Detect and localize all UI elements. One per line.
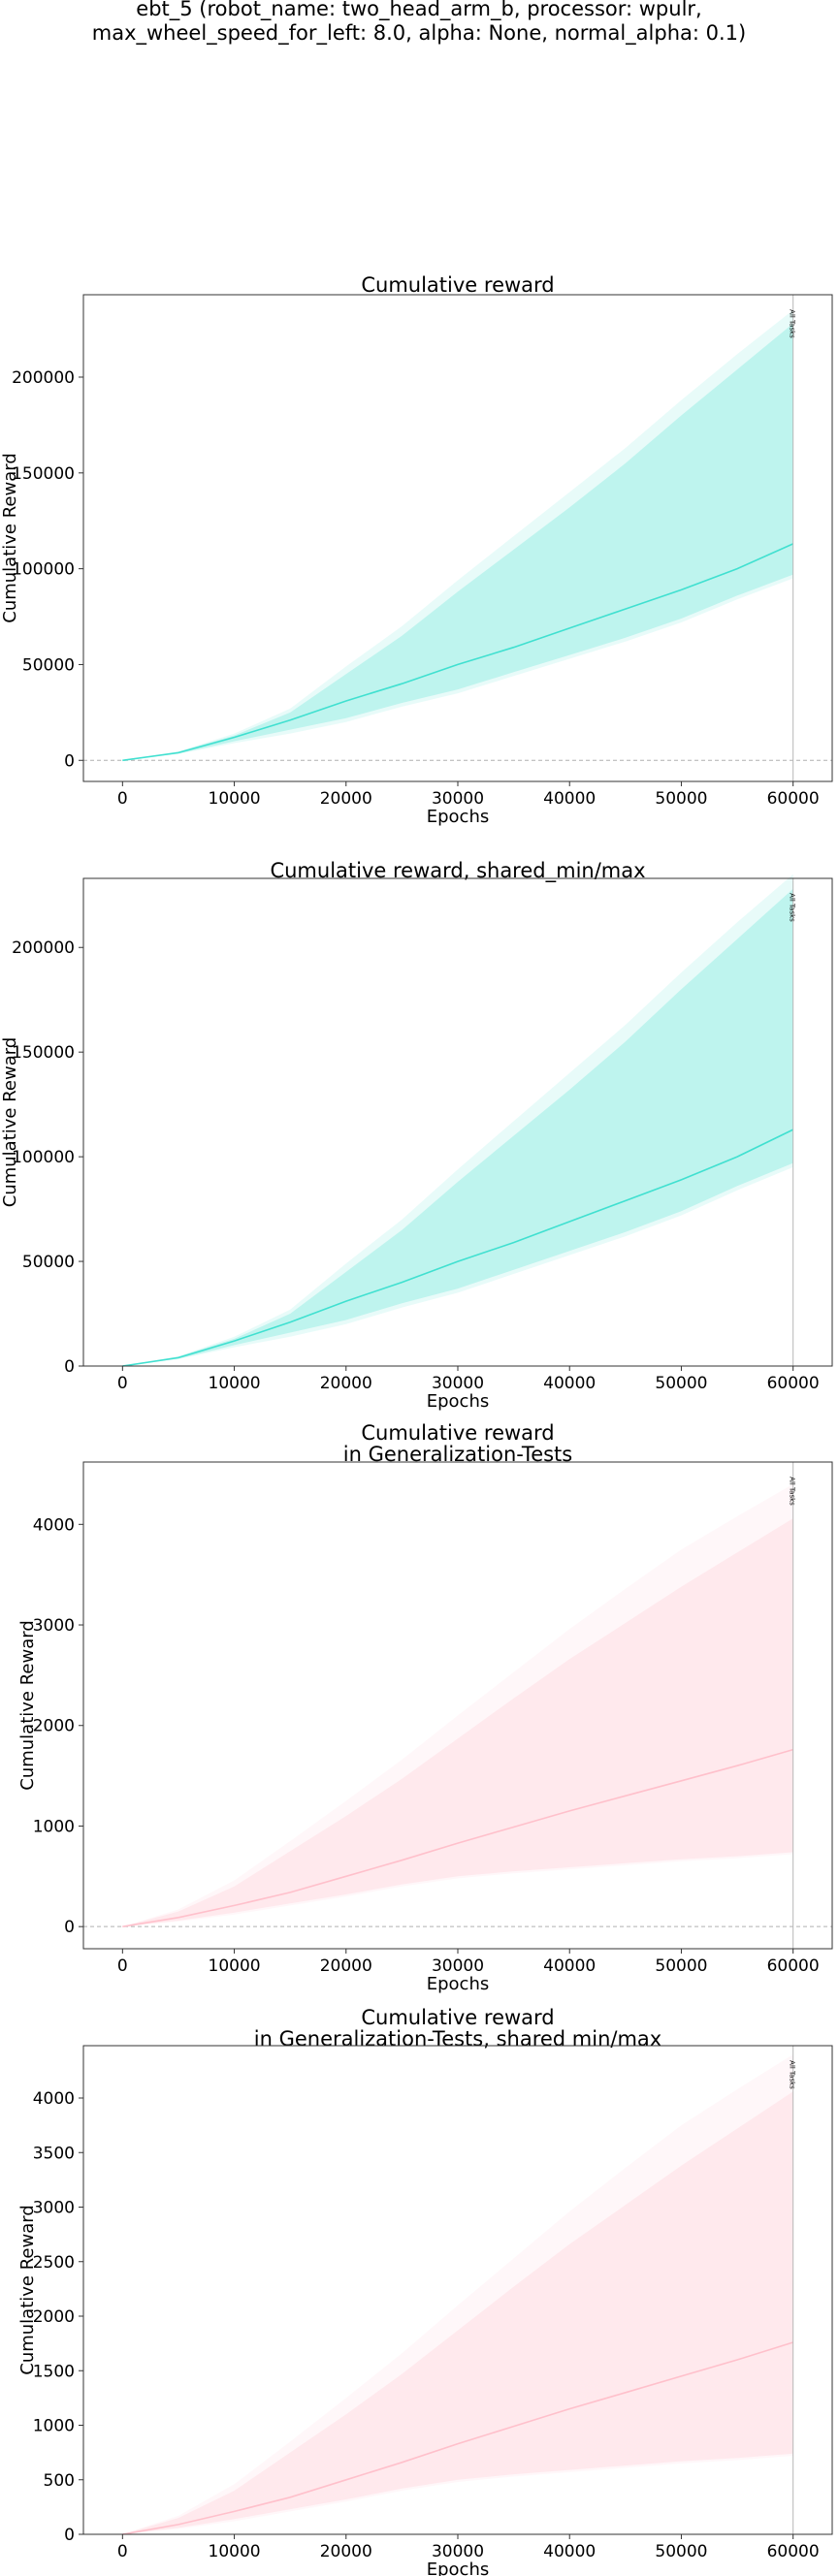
x-tick-label-1: 10000 <box>209 789 261 809</box>
band-outer-min-max <box>122 874 793 1366</box>
chart-title-line-1: Cumulative reward <box>361 273 554 297</box>
y-axis-label: Cumulative Reward <box>0 453 20 623</box>
x-tick-label-5: 50000 <box>655 1956 707 1976</box>
x-tick-label-6: 60000 <box>767 1956 820 1976</box>
y-tick-label-7: 3500 <box>33 2144 75 2163</box>
y-axis-label: Cumulative Reward <box>17 2205 38 2375</box>
band-outer-min-max <box>122 2054 793 2534</box>
chart-title-line-1: Cumulative reward <box>361 1421 554 1445</box>
x-tick-label-5: 50000 <box>655 1374 707 1393</box>
x-axis-label: Epochs <box>427 2560 490 2576</box>
x-tick-label-0: 0 <box>117 1956 128 1976</box>
x-tick-label-4: 40000 <box>543 1374 596 1393</box>
y-tick-label-5: 2500 <box>33 2253 75 2273</box>
chart-title-line-2: in Generalization-Tests, shared min/max <box>254 2027 662 2051</box>
task-marker-label: All Tasks <box>789 893 796 922</box>
x-tick-label-2: 20000 <box>320 1374 372 1393</box>
y-tick-label-2: 2000 <box>33 1717 75 1736</box>
x-tick-label-6: 60000 <box>767 1374 820 1393</box>
x-tick-label-2: 20000 <box>320 1956 372 1976</box>
y-tick-label-0: 0 <box>64 1357 75 1377</box>
x-tick-label-4: 40000 <box>543 789 596 809</box>
x-tick-label-3: 30000 <box>432 789 484 809</box>
x-tick-label-2: 20000 <box>320 789 372 809</box>
x-tick-label-6: 60000 <box>767 2542 820 2561</box>
x-tick-label-4: 40000 <box>543 1956 596 1976</box>
y-tick-label-4: 4000 <box>33 1515 75 1535</box>
y-tick-label-2: 100000 <box>12 1148 75 1167</box>
y-tick-label-1: 50000 <box>22 655 75 675</box>
x-tick-label-3: 30000 <box>432 1374 484 1393</box>
x-tick-label-1: 10000 <box>209 1374 261 1393</box>
x-tick-label-1: 10000 <box>209 1956 261 1976</box>
x-axis-label: Epochs <box>427 1974 490 1994</box>
y-tick-label-0: 0 <box>64 2526 75 2545</box>
figure-suptitle-line-2: max_wheel_speed_for_left: 8.0, alpha: No… <box>92 21 746 46</box>
x-tick-label-2: 20000 <box>320 2542 372 2561</box>
y-tick-label-3: 1500 <box>33 2362 75 2381</box>
y-tick-label-2: 100000 <box>12 560 75 580</box>
x-tick-label-3: 30000 <box>432 1956 484 1976</box>
x-tick-label-3: 30000 <box>432 2542 484 2561</box>
task-marker-label: All Tasks <box>789 1477 796 1506</box>
x-tick-label-0: 0 <box>117 789 128 809</box>
x-tick-label-0: 0 <box>117 2542 128 2561</box>
x-axis-label: Epochs <box>427 1391 490 1412</box>
y-axis-label: Cumulative Reward <box>17 1620 38 1791</box>
x-tick-label-6: 60000 <box>767 789 820 809</box>
chart-title-line-1: Cumulative reward <box>361 2006 554 2029</box>
y-tick-label-2: 1000 <box>33 2417 75 2436</box>
y-tick-label-0: 0 <box>64 1918 75 1937</box>
x-tick-label-1: 10000 <box>209 2542 261 2561</box>
band-outer-min-max <box>122 1483 793 1927</box>
x-tick-label-0: 0 <box>117 1374 128 1393</box>
chart-title-line-1: Cumulative reward, shared_min/max <box>270 859 645 883</box>
band-min-max <box>122 1518 793 1927</box>
x-tick-label-5: 50000 <box>655 2542 707 2561</box>
y-tick-label-1: 1000 <box>33 1817 75 1836</box>
x-tick-label-5: 50000 <box>655 789 707 809</box>
y-tick-label-4: 2000 <box>33 2307 75 2327</box>
task-marker-label: All Tasks <box>789 309 796 338</box>
series-mean-line <box>122 1129 794 1367</box>
chart-panel-2: Cumulative reward, shared_min/max All Tas… <box>0 859 833 1412</box>
y-tick-label-0: 0 <box>64 751 75 771</box>
series-mean-line <box>122 2341 793 2535</box>
y-tick-label-4: 200000 <box>12 368 75 388</box>
y-tick-label-1: 50000 <box>22 1253 75 1272</box>
chart-panel-1: Cumulative reward All Tasks 0 10000 20000 300… <box>0 273 833 827</box>
task-marker-label: All Tasks <box>789 2060 796 2089</box>
y-tick-label-3: 150000 <box>12 464 75 484</box>
series-mean-line <box>122 1748 793 1927</box>
y-tick-label-3: 150000 <box>12 1043 75 1063</box>
band-min-max <box>122 323 793 761</box>
figure-suptitle-line-1: ebt_5 (robot_name: two_head_arm_b, proce… <box>136 0 701 21</box>
x-tick-label-4: 40000 <box>543 2542 596 2561</box>
y-tick-label-6: 3000 <box>33 2199 75 2218</box>
y-tick-label-8: 4000 <box>33 2089 75 2109</box>
band-outer-min-max <box>122 309 793 761</box>
series-mean-line <box>122 543 794 762</box>
y-tick-label-1: 500 <box>44 2471 75 2491</box>
y-tick-label-3: 3000 <box>33 1616 75 1636</box>
band-min-max <box>122 888 793 1366</box>
y-tick-label-4: 200000 <box>12 938 75 958</box>
x-axis-label: Epochs <box>427 807 490 827</box>
band-min-max <box>122 2091 793 2534</box>
y-axis-label: Cumulative Reward <box>0 1037 20 1208</box>
